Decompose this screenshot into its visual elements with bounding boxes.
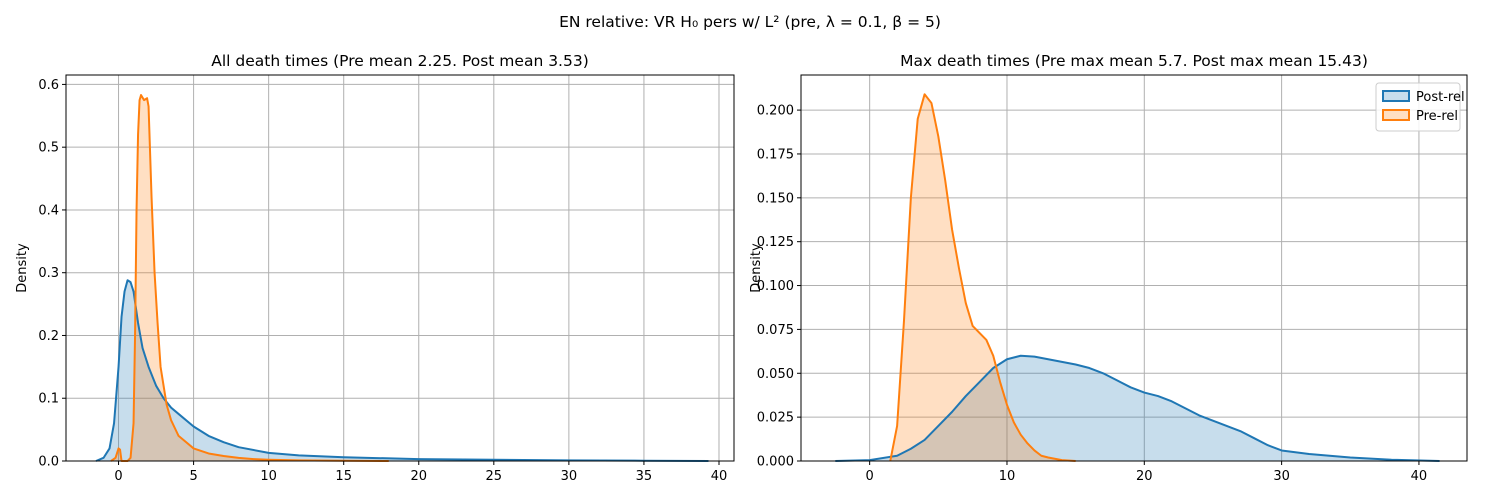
left-ytick-label-2: 0.2	[38, 329, 59, 344]
left-post-density-fill	[96, 280, 709, 461]
right-ytick-label-2: 0.050	[757, 367, 794, 382]
right-ytick-label-6: 0.150	[757, 191, 794, 206]
right-xtick-label-0: 0	[866, 469, 874, 484]
left-ticks: 0 5 10 15 20 25 30 35 40 0.0 0.1 0.2 0.3 0.4 0.5 0.6	[38, 78, 727, 484]
right-xtick-label-2: 20	[1136, 469, 1153, 484]
left-xtick-label-7: 35	[636, 469, 653, 484]
left-post-density-line	[95, 279, 709, 462]
right-xtick-label-3: 30	[1273, 469, 1290, 484]
right-ytick-label-8: 0.200	[757, 104, 794, 119]
right-pre-density-line	[889, 93, 1076, 462]
left-xtick-label-4: 20	[410, 469, 427, 484]
right-ytick-label-7: 0.175	[757, 147, 794, 162]
right-axes-frame	[800, 74, 1468, 462]
right-ticks: 0 10 20 30 40 0.000 0.025 0.050 0.075 0.100 0.125 0…	[757, 104, 1427, 484]
right-ytick-label-5: 0.125	[757, 235, 794, 250]
right-pre-density-fill	[890, 94, 1076, 462]
right-y-axis-label: Density	[749, 243, 764, 293]
left-y-axis-label: Density	[15, 243, 30, 293]
right-post-density-fill	[835, 355, 1440, 461]
left-xtick-label-1: 5	[189, 469, 197, 484]
right-post-density-line	[835, 354, 1440, 462]
right-series	[835, 93, 1440, 462]
left-series	[95, 94, 709, 462]
right-ytick-label-3: 0.075	[757, 323, 794, 338]
left-ytick-label-0: 0.0	[38, 455, 59, 470]
left-ytick-label-5: 0.5	[38, 141, 59, 156]
right-ytick-label-1: 0.025	[757, 411, 794, 426]
legend-label-pre: Pre-rel	[1416, 109, 1458, 124]
left-xtick-label-3: 15	[335, 469, 352, 484]
left-ytick-label-1: 0.1	[38, 392, 59, 407]
figure-suptitle: EN relative: VR H₀ pers w/ L² (pre, λ = …	[559, 13, 941, 31]
left-xtick-label-0: 0	[114, 469, 122, 484]
left-xtick-label-8: 40	[711, 469, 728, 484]
left-panel: 0 5 10 15 20 25 30 35 40 0.0 0.1 0.2 0.3 0.4 0.5 0.6 Al…	[15, 52, 735, 484]
right-panel-title: Max death times (Pre max mean 5.7. Post …	[900, 52, 1368, 70]
left-xtick-label-6: 30	[561, 469, 578, 484]
chart-legend: Post-rel Pre-rel	[1375, 82, 1465, 132]
legend-label-post: Post-rel	[1416, 90, 1465, 105]
left-pre-density-fill	[111, 95, 389, 461]
left-axes-frame	[65, 74, 735, 462]
legend-swatch-post	[1382, 90, 1410, 102]
left-xtick-label-2: 10	[260, 469, 277, 484]
left-ytick-label-6: 0.6	[38, 78, 59, 93]
left-xtick-label-5: 25	[486, 469, 503, 484]
right-xtick-label-1: 10	[999, 469, 1016, 484]
right-ytick-label-0: 0.000	[757, 455, 794, 470]
left-ytick-label-3: 0.3	[38, 266, 59, 281]
legend-swatch-pre	[1382, 109, 1410, 121]
right-xtick-label-4: 40	[1411, 469, 1428, 484]
left-panel-title: All death times (Pre mean 2.25. Post mea…	[211, 52, 589, 70]
left-ytick-label-4: 0.4	[38, 203, 59, 218]
right-panel: 0 10 20 30 40 0.000 0.025 0.050 0.075 0.100 0.125 0…	[749, 52, 1468, 484]
right-ytick-label-4: 0.100	[757, 279, 794, 294]
